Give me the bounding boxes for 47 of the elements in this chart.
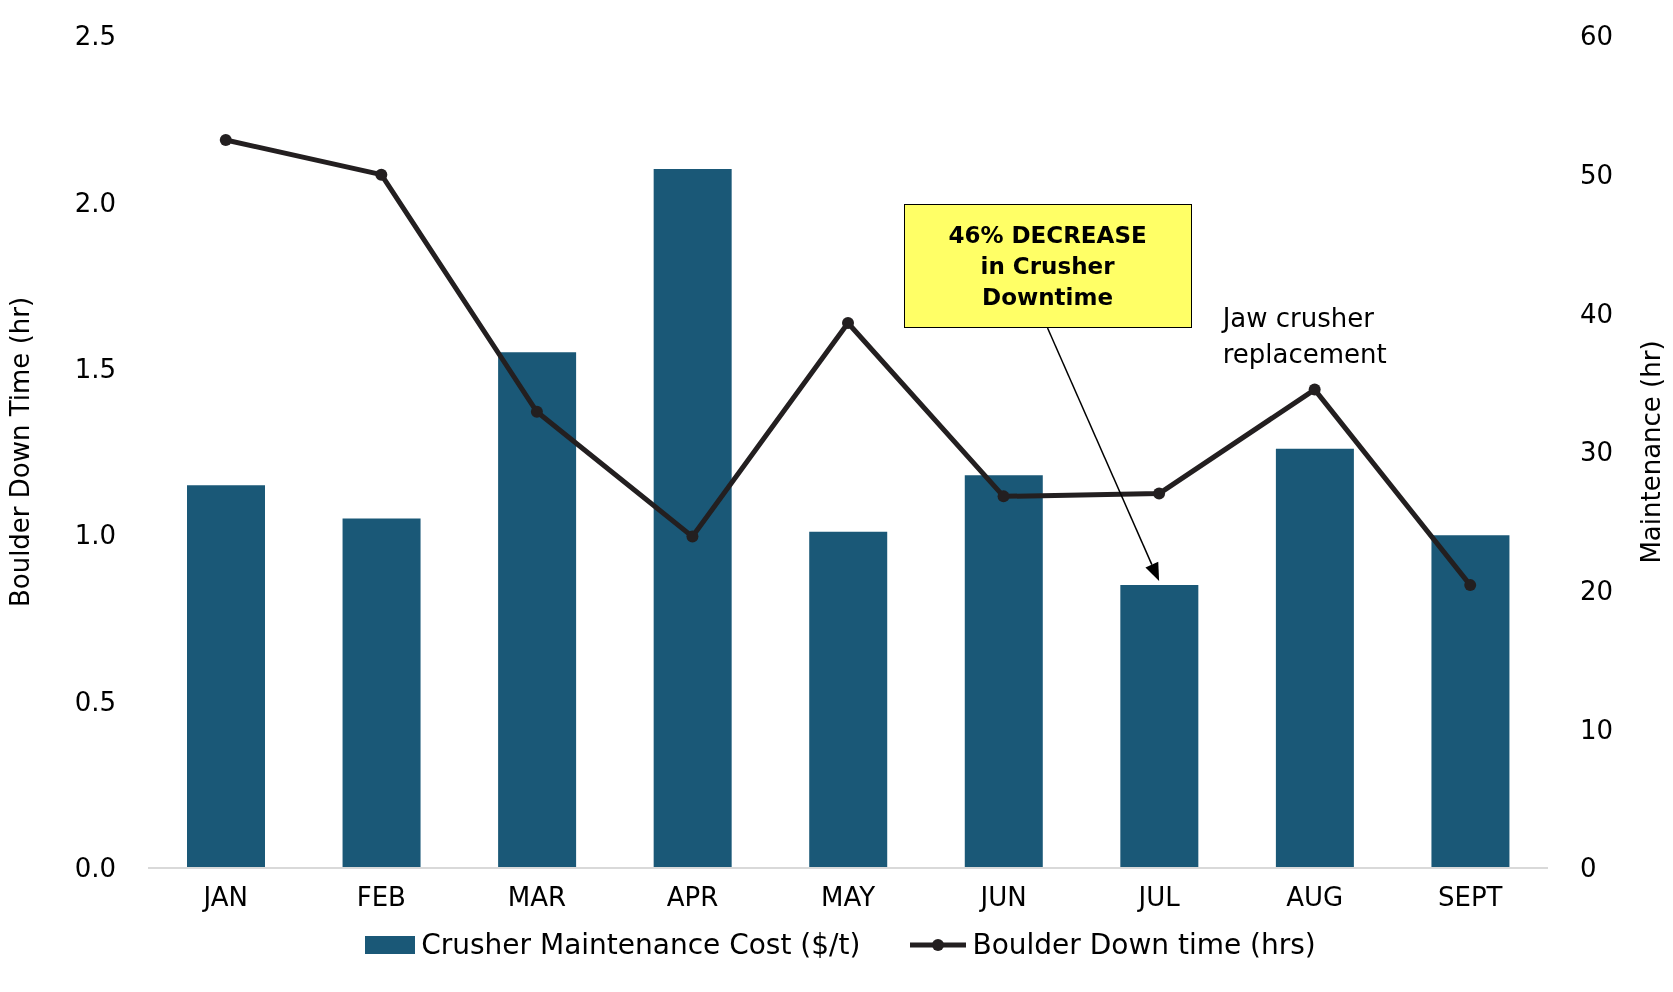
bar	[1120, 585, 1199, 868]
legend-label: Crusher Maintenance Cost ($/t)	[421, 928, 861, 961]
y-tick-label: 1.0	[74, 520, 116, 551]
bar	[964, 475, 1043, 868]
y2-tick-label: 40	[1580, 298, 1614, 329]
x-tick-label: MAY	[820, 882, 876, 913]
point	[1153, 487, 1166, 500]
x-tick-label: JAN	[201, 882, 248, 913]
y2-tick-label: 10	[1580, 714, 1614, 745]
bar	[498, 352, 577, 868]
y-tick-label: 2.5	[74, 21, 116, 52]
y2-axis-title: Maintenance (hr)	[1636, 340, 1667, 564]
y2-tick-label: 30	[1580, 437, 1614, 468]
y-axis-title: Boulder Down Time (hr)	[5, 296, 36, 608]
x-tick-label: JUL	[1136, 882, 1181, 913]
point	[375, 168, 388, 181]
y2-tick-label: 50	[1580, 159, 1614, 190]
y2-tick-label: 20	[1580, 575, 1614, 606]
legend-label: Boulder Down time (hrs)	[972, 928, 1316, 961]
y-tick-label: 1.5	[74, 354, 116, 385]
bar	[187, 485, 265, 868]
y-tick-label: 0.0	[74, 853, 116, 884]
y2-tick-label: 0	[1580, 853, 1597, 884]
y-tick-label: 2.0	[74, 187, 116, 218]
annotation: 46% DECREASE in Crusher Downtime	[947, 220, 1148, 312]
annotation: Jaw crusher replacement	[1222, 301, 1388, 371]
x-tick-label: SEPT	[1437, 882, 1503, 913]
point	[842, 317, 854, 330]
point	[1308, 383, 1321, 396]
bar	[653, 169, 732, 868]
point	[686, 530, 699, 543]
x-tick-label: FEB	[356, 882, 406, 913]
point	[219, 134, 232, 146]
callout-box: 46% DECREASE in Crusher Downtime	[903, 204, 1192, 328]
x-tick-label: AUG	[1286, 882, 1344, 913]
bar	[1275, 448, 1354, 868]
bar	[342, 518, 421, 868]
bar	[809, 531, 888, 868]
x-tick-label: APR	[666, 882, 719, 913]
point	[530, 405, 543, 418]
bar	[1431, 535, 1510, 868]
x-tick-label: JUN	[978, 882, 1027, 913]
y2-tick-label: 60	[1580, 21, 1614, 52]
x-tick-label: MAR	[507, 882, 567, 913]
y-tick-label: 0.5	[74, 686, 116, 717]
point	[1464, 579, 1477, 592]
point	[997, 490, 1010, 503]
